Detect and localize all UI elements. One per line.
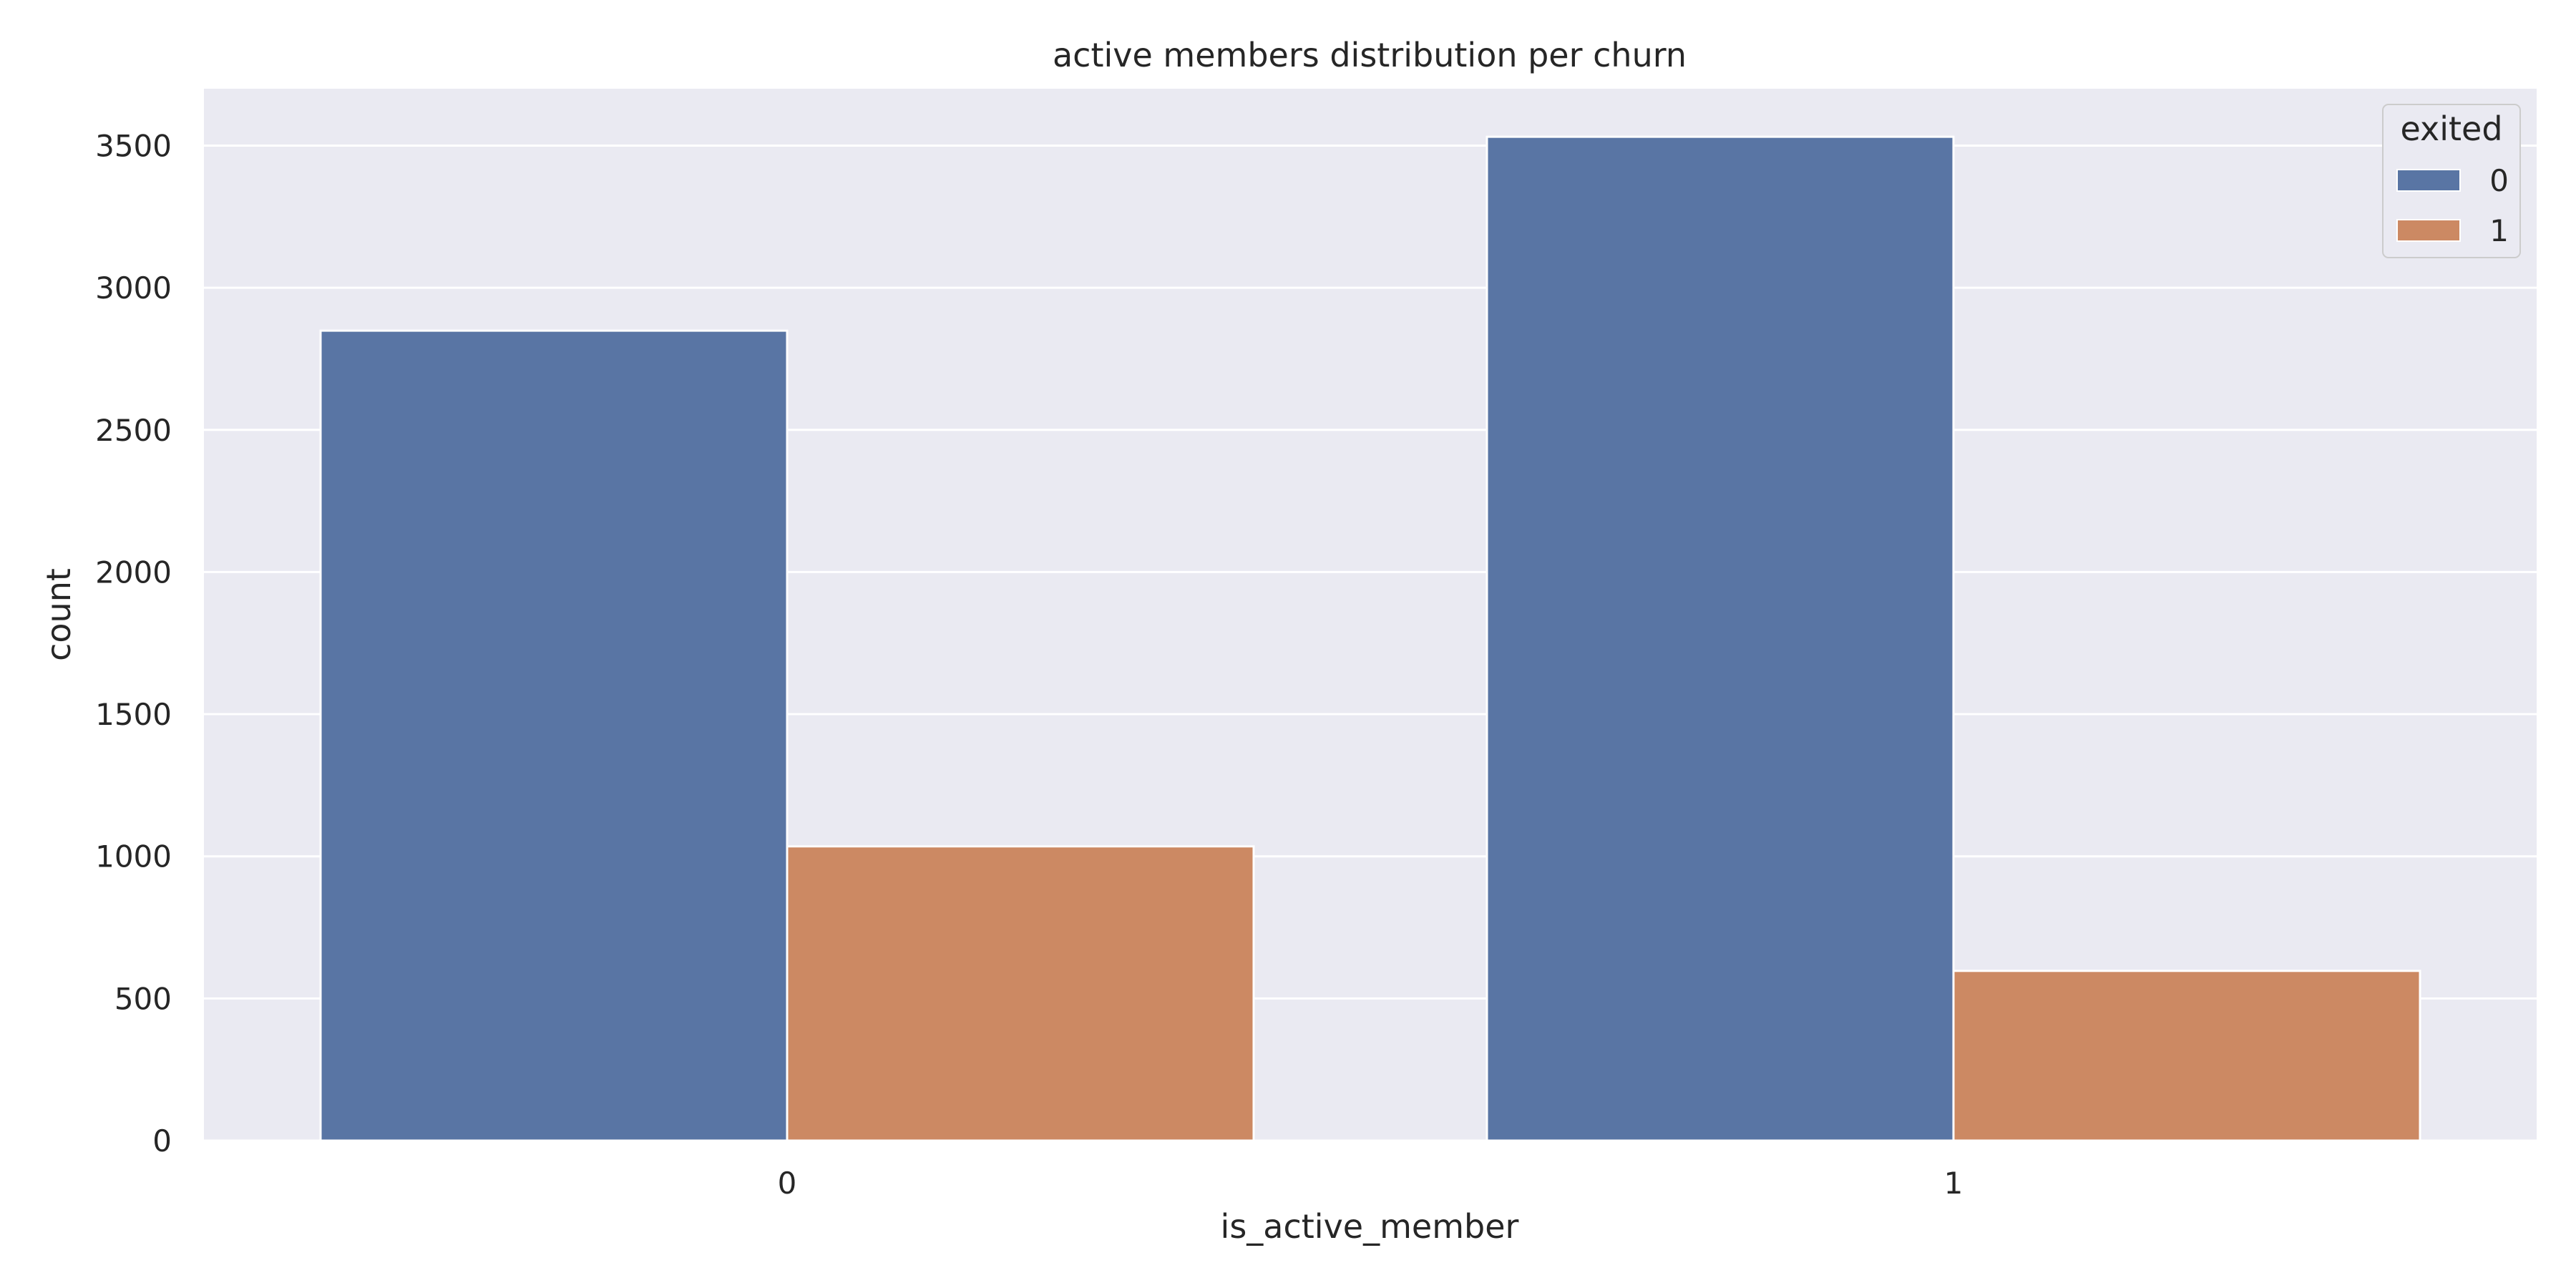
y-tick-label: 3500 [95, 128, 172, 163]
legend-label: 1 [2489, 213, 2509, 248]
legend-label: 0 [2489, 163, 2509, 198]
legend: exited 01 [2382, 104, 2521, 258]
bar-cat-0-exited-0 [319, 329, 789, 1142]
legend-swatch [2396, 219, 2461, 242]
y-tick-label: 2000 [95, 555, 172, 590]
y-tick-label: 0 [152, 1123, 172, 1158]
y-tick-label: 1500 [95, 697, 172, 732]
bar-cat-0-exited-1 [786, 845, 1255, 1142]
y-tick-label: 500 [114, 981, 172, 1016]
x-tick-label: 1 [1944, 1166, 1963, 1201]
x-tick-label: 0 [778, 1166, 797, 1201]
y-tick-label: 1000 [95, 839, 172, 874]
bar-cat-1-exited-0 [1485, 135, 1955, 1142]
y-tick-label: 2500 [95, 413, 172, 448]
legend-title: exited [2400, 109, 2502, 148]
x-axis-label: is_active_member [1221, 1207, 1519, 1246]
y-axis-label: count [39, 568, 78, 661]
chart-title: active members distribution per churn [1053, 36, 1687, 74]
legend-swatch [2396, 169, 2461, 192]
y-tick-label: 3000 [95, 270, 172, 306]
y-tick-labels: 0 500 1000 1500 2000 2500 3000 3500 [95, 128, 172, 1158]
bars [319, 135, 2421, 1142]
bar-cat-1-exited-1 [1952, 970, 2421, 1142]
legend-entries: 01 [2396, 163, 2509, 248]
